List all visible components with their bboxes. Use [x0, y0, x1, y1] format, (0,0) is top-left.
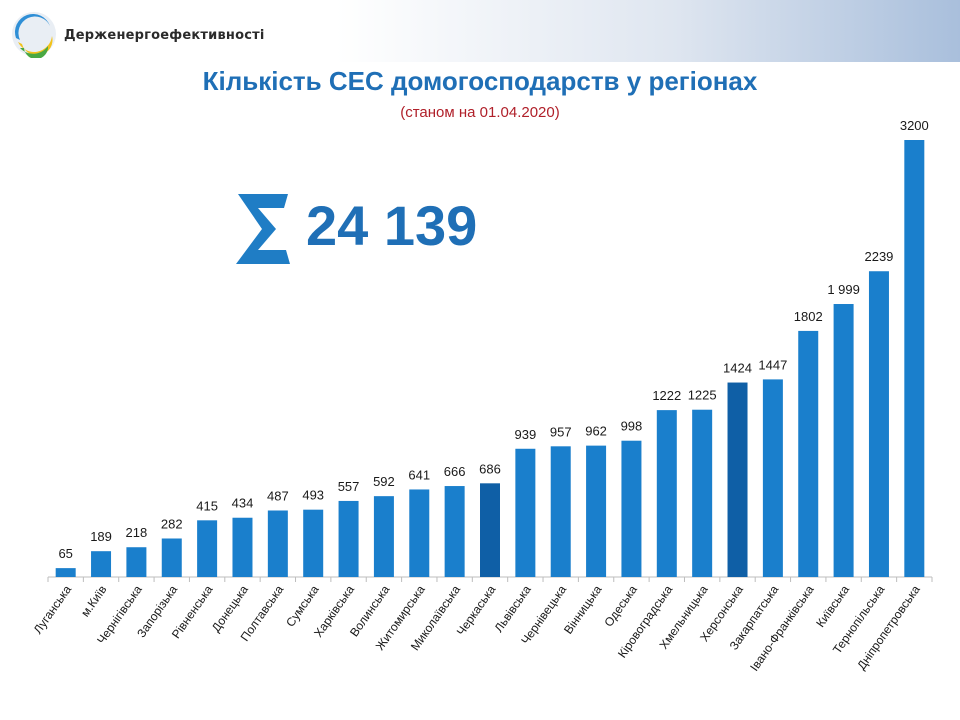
category-label: Івано-Франківська — [747, 582, 817, 673]
bar-12 — [444, 486, 465, 577]
data-label: 282 — [161, 516, 183, 531]
data-label: 1447 — [758, 357, 787, 372]
header-band — [0, 0, 960, 62]
data-label: 686 — [479, 461, 501, 476]
bar-9 — [338, 500, 359, 577]
category-label: Одеська — [601, 582, 640, 629]
data-label: 65 — [58, 546, 72, 561]
bar-25 — [904, 140, 925, 577]
data-label: 1225 — [688, 388, 717, 403]
category-label: м.Київ — [78, 583, 110, 620]
data-label: 641 — [408, 467, 430, 482]
category-label: Сумська — [283, 582, 322, 629]
bar-24 — [868, 271, 889, 577]
bar-17 — [621, 440, 642, 577]
data-label: 998 — [621, 419, 643, 434]
bar-1 — [55, 568, 76, 577]
category-label: Луганська — [31, 582, 75, 636]
data-label: 1424 — [723, 361, 752, 376]
data-label: 1802 — [794, 309, 823, 324]
bar-3 — [126, 547, 147, 577]
org-name: Держенергоефективності — [64, 28, 265, 43]
data-label: 957 — [550, 424, 572, 439]
category-label: Дніпропетровська — [854, 582, 923, 672]
bar-7 — [267, 510, 288, 577]
bar-5 — [197, 520, 218, 577]
data-label: 218 — [126, 525, 148, 540]
bar-23 — [833, 304, 854, 577]
logo-icon — [12, 12, 56, 58]
chart-title: Кількість СЕС домогосподарств у регіонах — [202, 66, 758, 96]
data-label: 666 — [444, 464, 466, 479]
bar-18 — [656, 410, 677, 577]
data-label: 415 — [196, 498, 218, 513]
data-label: 487 — [267, 488, 289, 503]
total-value: 24 139 — [306, 194, 478, 257]
bar-22 — [798, 330, 819, 577]
category-label: Київська — [813, 582, 852, 629]
bar-13 — [480, 483, 500, 577]
data-label: 189 — [90, 529, 112, 544]
data-label: 1 999 — [827, 282, 860, 297]
data-label: 1222 — [652, 388, 681, 403]
bar-2 — [91, 551, 112, 577]
data-label: 962 — [585, 424, 607, 439]
data-label: 939 — [515, 427, 537, 442]
data-label: 592 — [373, 474, 395, 489]
bar-4 — [161, 538, 182, 577]
bar-10 — [373, 496, 394, 577]
bar-21 — [762, 379, 783, 577]
bar-15 — [550, 446, 571, 577]
sigma-icon — [236, 194, 290, 264]
data-label: 3200 — [900, 118, 929, 133]
bar-6 — [232, 517, 253, 577]
bar-19 — [692, 409, 713, 577]
bar-16 — [586, 445, 607, 577]
data-label: 557 — [338, 479, 360, 494]
bar-11 — [409, 489, 430, 577]
bar-14 — [515, 448, 536, 577]
bar-8 — [303, 509, 324, 577]
data-label: 493 — [302, 488, 324, 503]
chart-subtitle: (станом на 01.04.2020) — [400, 104, 560, 121]
data-label: 434 — [232, 496, 254, 511]
data-label: 2239 — [864, 249, 893, 264]
bar-20 — [727, 382, 748, 577]
